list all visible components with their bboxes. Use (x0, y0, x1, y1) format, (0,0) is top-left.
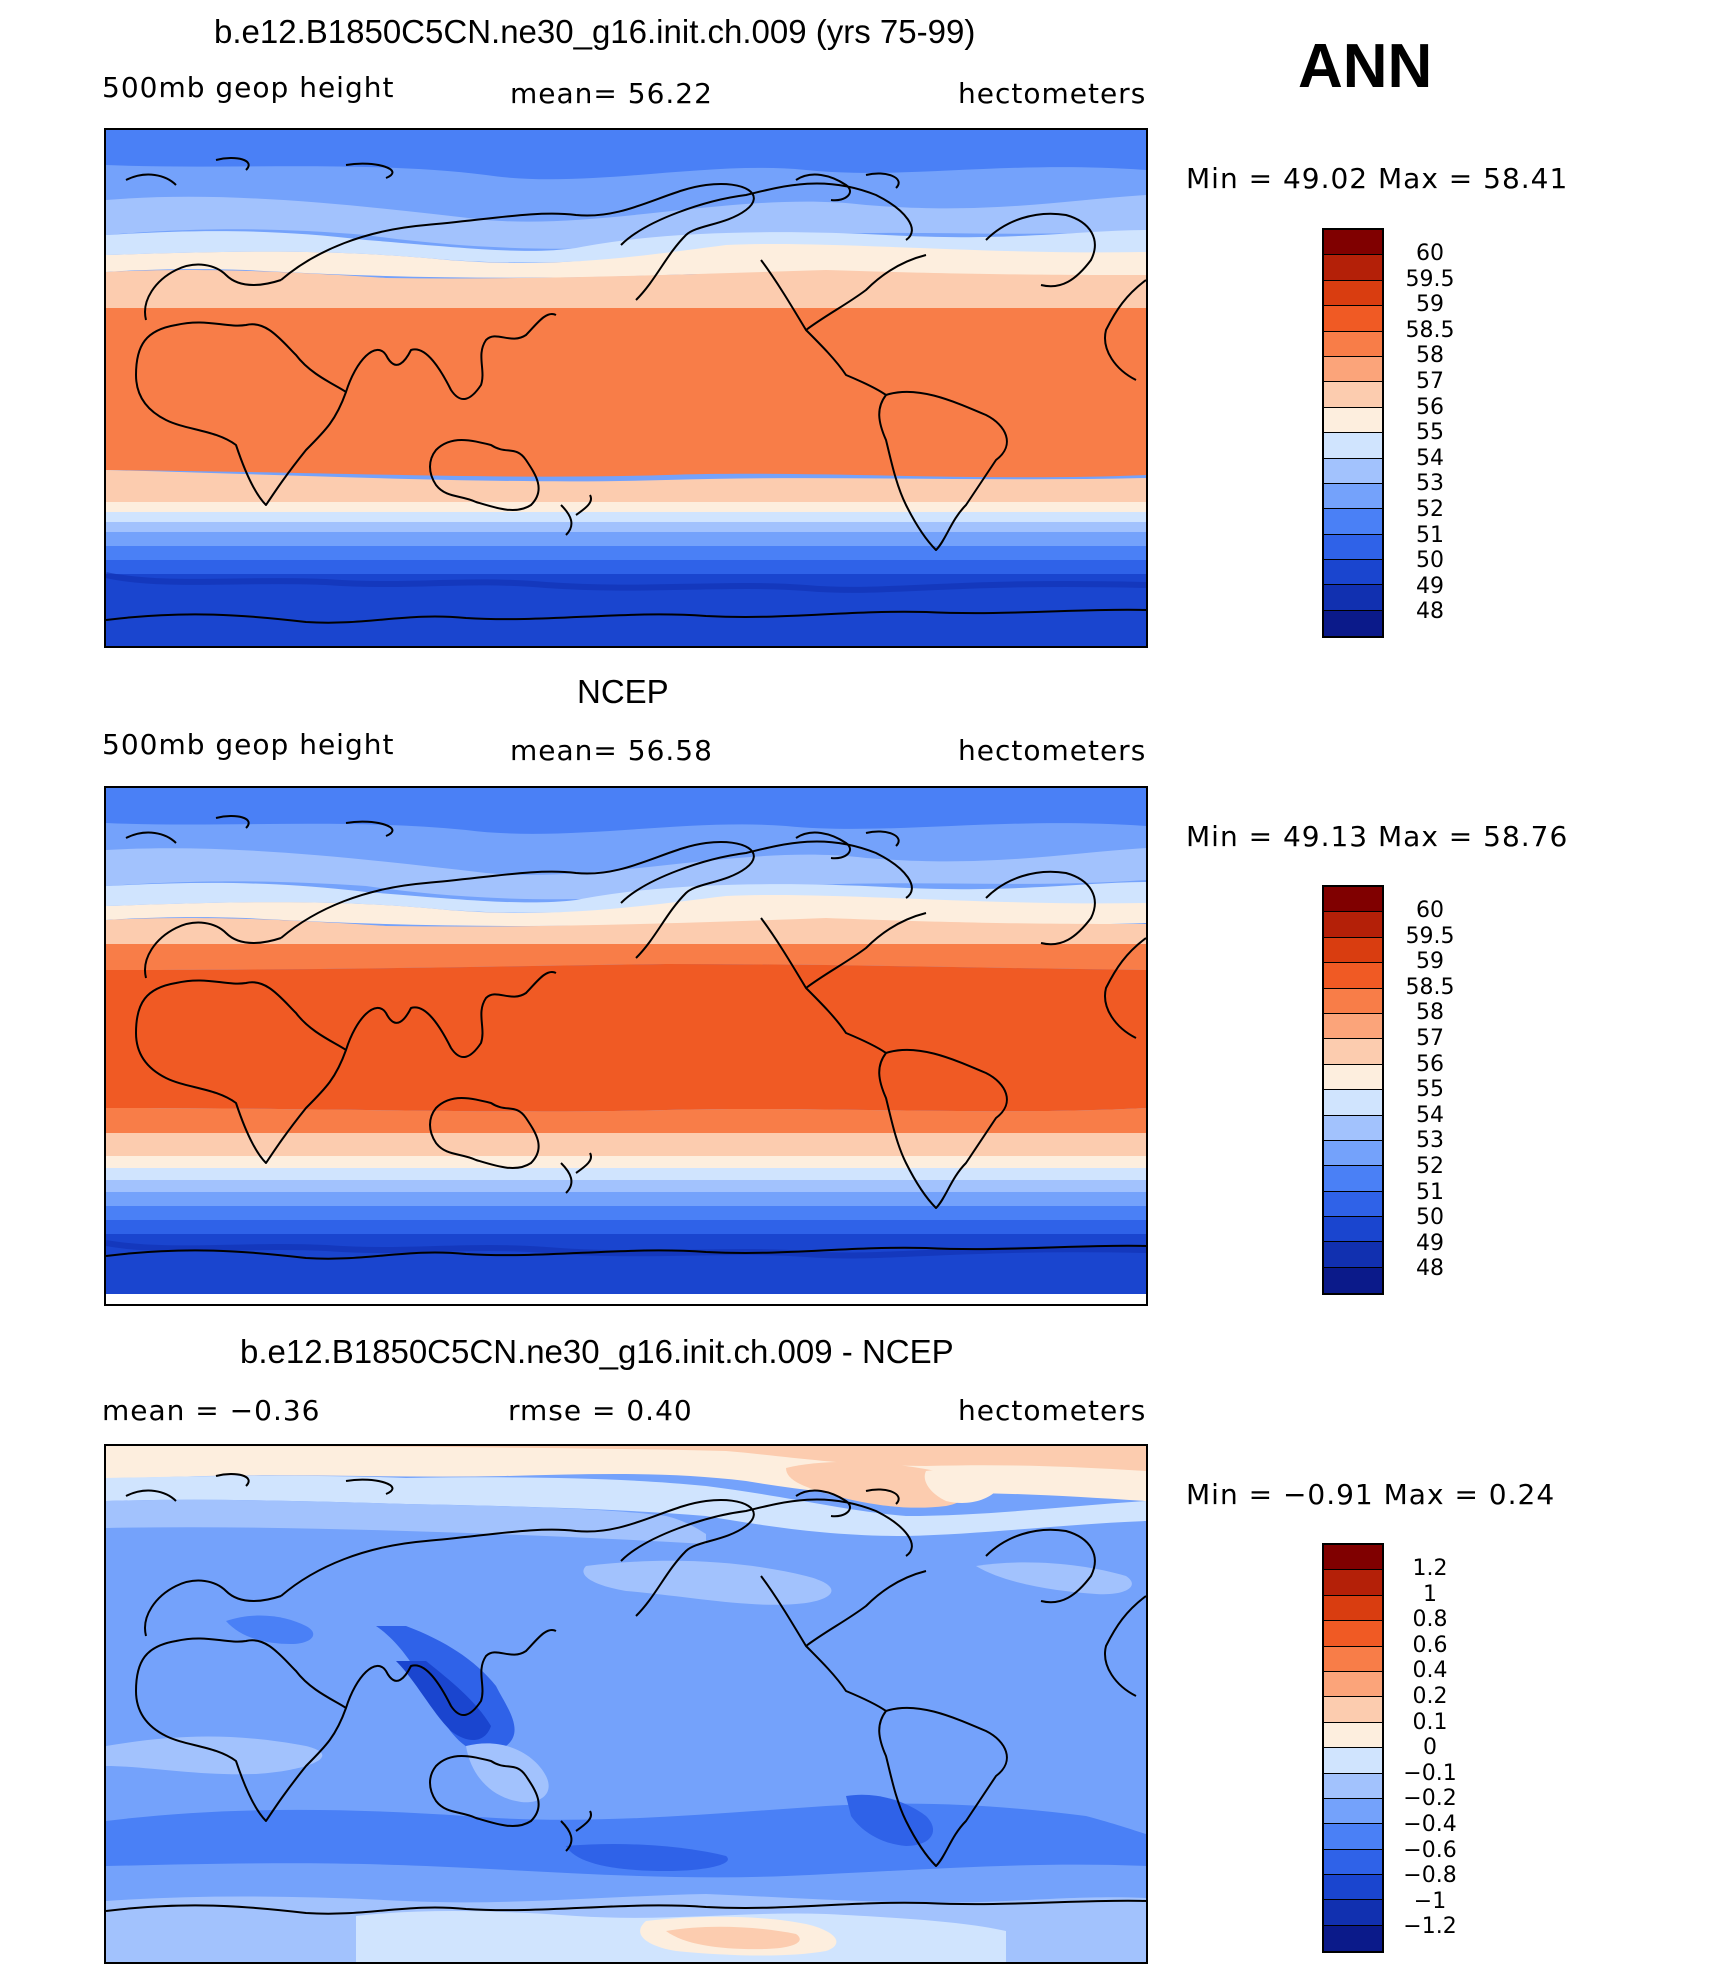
panel2-title: NCEP (577, 673, 669, 710)
panel1-units-label: hectometers (958, 77, 1147, 110)
colorbar-tick: 56 (1416, 1051, 1444, 1077)
panel2-units-label: hectometers (958, 734, 1147, 767)
panel3-mean-label: mean = −0.36 (102, 1394, 321, 1427)
panel3-units-label: hectometers (958, 1394, 1147, 1427)
colorbar-tick: 51 (1416, 1179, 1444, 1205)
colorbar-tick: 50 (1416, 548, 1444, 574)
colorbar-tick: 58 (1416, 1000, 1444, 1026)
panel1-title: b.e12.B1850C5CN.ne30_g16.init.ch.009 (yr… (214, 13, 976, 50)
colorbar-tick: −0.8 (1403, 1863, 1457, 1889)
panel1-minmax: Min = 49.02 Max = 58.41 (1186, 162, 1569, 195)
colorbar-tick: −0.4 (1403, 1812, 1457, 1837)
colorbar-tick: 50 (1416, 1205, 1444, 1231)
colorbar-tick: 1.2 (1412, 1556, 1448, 1581)
colorbar-tick: 54 (1416, 1102, 1444, 1128)
colorbar-tick: 48 (1416, 599, 1444, 625)
colorbar-tick: 54 (1416, 445, 1444, 471)
colorbar-tick: 58.5 (1405, 317, 1455, 343)
colorbar-tick: 58 (1416, 343, 1444, 369)
colorbar-tick: 55 (1416, 420, 1444, 446)
colorbar-tick: 49 (1416, 1230, 1444, 1256)
colorbar-tick: 58.5 (1405, 974, 1455, 1000)
colorbar-tick: 59 (1416, 949, 1444, 975)
panel1-map (104, 128, 1148, 648)
panel1-contour-map (106, 130, 1146, 646)
colorbar-tick: 49 (1416, 573, 1444, 599)
colorbar-tick: −1.2 (1403, 1914, 1457, 1940)
panel2-colorbar (1322, 885, 1384, 1295)
colorbar-tick: 57 (1416, 369, 1444, 394)
panel2-mean-label: mean= 56.58 (510, 734, 713, 767)
colorbar-tick: 0.6 (1412, 1632, 1448, 1658)
panel2-variable-label: 500mb geop height (102, 728, 395, 761)
colorbar-tick: −0.1 (1403, 1760, 1457, 1786)
panel2-minmax: Min = 49.13 Max = 58.76 (1186, 820, 1569, 853)
colorbar-tick: 52 (1416, 497, 1444, 522)
colorbar-tick: 59 (1416, 292, 1444, 318)
colorbar-tick: 52 (1416, 1154, 1444, 1179)
colorbar-tick: −1 (1413, 1888, 1447, 1914)
colorbar-tick: 0.1 (1412, 1709, 1448, 1735)
colorbar-tick: −0.6 (1403, 1837, 1457, 1863)
colorbar-tick: 51 (1416, 522, 1444, 548)
colorbar-tick: 55 (1416, 1077, 1444, 1103)
panel2-contour-map (106, 788, 1146, 1304)
colorbar-tick: 59.5 (1405, 266, 1455, 292)
colorbar-tick: 56 (1416, 394, 1444, 420)
panel2-map (104, 786, 1148, 1306)
panel3-colorbar (1322, 1543, 1384, 1953)
panel3-rmse-label: rmse = 0.40 (508, 1394, 693, 1427)
panel3-map (104, 1444, 1148, 1964)
colorbar-tick: 57 (1416, 1026, 1444, 1051)
colorbar-tick: 60 (1416, 241, 1444, 266)
colorbar-tick: 1 (1423, 1581, 1437, 1607)
colorbar-tick: 48 (1416, 1256, 1444, 1282)
colorbar-tick: 0.4 (1412, 1658, 1448, 1684)
colorbar-tick: 60 (1416, 898, 1444, 923)
colorbar-tick: 0 (1423, 1735, 1437, 1761)
colorbar-tick: 0.8 (1412, 1607, 1448, 1633)
season-label: ANN (1298, 32, 1433, 101)
panel3-contour-map (106, 1446, 1146, 1962)
colorbar-tick: 53 (1416, 1128, 1444, 1154)
panel3-title: b.e12.B1850C5CN.ne30_g16.init.ch.009 - N… (240, 1333, 954, 1370)
colorbar-tick: 59.5 (1405, 923, 1455, 949)
panel1-colorbar (1322, 228, 1384, 638)
panel1-mean-label: mean= 56.22 (510, 77, 713, 110)
panel3-minmax: Min = −0.91 Max = 0.24 (1186, 1478, 1556, 1511)
colorbar-tick: 53 (1416, 471, 1444, 497)
colorbar-tick: 0.2 (1412, 1684, 1448, 1709)
colorbar-tick: −0.2 (1403, 1786, 1457, 1812)
panel1-variable-label: 500mb geop height (102, 71, 395, 104)
